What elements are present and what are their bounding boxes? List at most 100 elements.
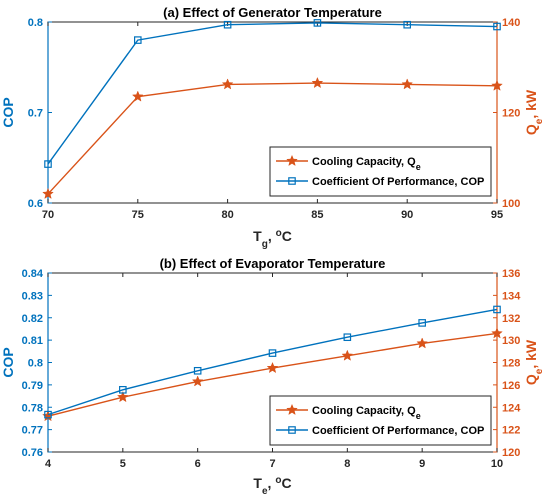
y-axis-label-right-subscript: e: [534, 118, 545, 124]
left-tick-label: 0.6: [28, 198, 43, 210]
x-axis-label-unit: C: [282, 228, 292, 244]
legend-square-marker: [288, 426, 296, 434]
chart-title: (a) Effect of Generator Temperature: [163, 5, 382, 20]
legend: Cooling Capacity, Qe Coefficient Of Perfo…: [269, 395, 492, 446]
data-point-cooling-capacity: [42, 410, 54, 422]
legend-label: Cooling Capacity, Qe: [312, 156, 421, 172]
x-tick-label: 4: [45, 458, 52, 470]
x-axis-label-superscript: o: [276, 228, 282, 239]
data-point-cooling-capacity: [416, 337, 429, 349]
panel-b-evaporator-temperature: (b) Effect of Evaporator Temperature 4 5 6 7…: [0, 256, 545, 497]
data-point-cop: [193, 366, 202, 375]
data-point-cop: [493, 22, 501, 31]
y-axis-label-right-subscript: e: [534, 368, 545, 374]
data-point-cooling-capacity: [131, 90, 144, 102]
right-tick-label: 130: [502, 335, 520, 347]
right-tick-label: 134: [502, 290, 521, 302]
left-tick-label: 0.7: [28, 108, 43, 120]
x-axis-label-tail: ,: [268, 475, 276, 491]
data-point-cop: [223, 20, 232, 29]
left-tick-label: 0.77: [22, 425, 43, 437]
x-axis-label-main: T: [253, 475, 262, 491]
right-tick-label: 128: [502, 358, 520, 370]
y-axis-label-right-main: Q: [523, 374, 539, 385]
y-axis-label-right-tail: , kW: [523, 89, 539, 119]
data-point-cooling-capacity: [221, 78, 234, 90]
x-tick-label: 9: [419, 458, 425, 470]
data-point-cop: [343, 333, 352, 342]
right-tick-label: 120: [502, 108, 520, 120]
x-axis-label: Te, oC: [253, 475, 291, 497]
right-tick-label: 136: [502, 268, 520, 280]
data-point-cooling-capacity: [401, 78, 414, 90]
left-tick-label: 0.79: [22, 380, 43, 392]
data-point-cop: [268, 349, 277, 357]
legend-label-subscript: e: [416, 411, 421, 421]
x-axis-label-subscript: e: [262, 486, 268, 497]
right-tick-label: 124: [502, 402, 521, 414]
series-line-cooling-capacity: [47, 82, 498, 195]
x-axis-label: Tg, oC: [253, 228, 292, 250]
left-tick-label: 0.82: [22, 313, 43, 325]
data-point-cooling-capacity: [42, 187, 54, 199]
right-tick-label: 120: [502, 447, 520, 459]
data-point-cooling-capacity: [311, 76, 324, 89]
legend-label-text: Coefficient Of Performance, COP: [312, 425, 484, 437]
data-point-cop: [313, 19, 322, 27]
y-axis-label-right: Qe, kW: [523, 339, 545, 385]
left-tick-label: 0.83: [22, 290, 43, 302]
data-point-cop: [44, 410, 52, 419]
legend-square-marker: [288, 177, 296, 185]
legend-label: Coefficient Of Performance, COP: [312, 425, 484, 437]
right-tick-label: 122: [502, 425, 520, 437]
data-point-cop: [403, 20, 412, 29]
y-axis-label-right: Qe, kW: [523, 89, 545, 135]
x-tick-label: 85: [311, 209, 323, 221]
left-tick-label: 0.8: [28, 358, 43, 370]
series-line-cop: [47, 308, 498, 416]
legend: Cooling Capacity, Qe Coefficient Of Perfo…: [269, 146, 492, 197]
right-tick-label: 100: [502, 198, 520, 210]
y-axis-label-left: COP: [0, 347, 16, 377]
legend-label-subscript: e: [416, 162, 421, 172]
left-tick-label: 0.76: [22, 447, 43, 459]
legend-label-text: Coefficient Of Performance, COP: [312, 176, 484, 188]
x-tick-label: 7: [269, 458, 275, 470]
right-tick-label: 140: [502, 17, 520, 29]
data-point-cop: [134, 36, 142, 44]
series-line-cop: [47, 22, 498, 165]
y-axis-label-left: COP: [0, 97, 16, 127]
x-axis-label-subscript: g: [262, 239, 268, 250]
x-tick-label: 80: [221, 209, 233, 221]
data-point-cop: [44, 160, 52, 168]
data-point-cooling-capacity: [266, 361, 279, 374]
x-axis-label-main: T: [253, 228, 262, 244]
right-tick-label: 126: [502, 380, 520, 392]
x-axis-label-superscript: o: [275, 475, 281, 486]
data-point-cooling-capacity: [341, 349, 354, 361]
left-tick-label: 0.78: [22, 402, 43, 414]
data-point-cop: [418, 319, 426, 327]
legend-label: Coefficient Of Performance, COP: [312, 176, 484, 188]
x-tick-label: 90: [401, 209, 413, 221]
x-tick-label: 5: [120, 458, 126, 470]
legend-label: Cooling Capacity, Qe: [312, 405, 421, 421]
x-tick-label: 95: [491, 209, 503, 221]
legend-label-text: Cooling Capacity, Q: [312, 156, 416, 168]
data-point-cop: [119, 385, 127, 394]
legend-label-text: Cooling Capacity, Q: [312, 405, 416, 417]
x-tick-label: 70: [42, 209, 54, 221]
data-point-cooling-capacity: [116, 391, 129, 403]
left-tick-label: 0.84: [22, 268, 44, 280]
panel-a-generator-temperature: (a) Effect of Generator Temperature 70 75 8…: [0, 5, 545, 250]
x-axis-label-unit: C: [281, 475, 291, 491]
x-tick-label: 8: [344, 458, 350, 470]
data-point-cop: [493, 305, 501, 314]
x-tick-label: 6: [195, 458, 201, 470]
y-axis-label-right-tail: , kW: [523, 339, 539, 369]
legend-box: [269, 395, 492, 446]
legend-box: [269, 146, 492, 197]
x-axis-label-tail: ,: [268, 228, 276, 244]
data-point-cooling-capacity: [191, 375, 204, 387]
